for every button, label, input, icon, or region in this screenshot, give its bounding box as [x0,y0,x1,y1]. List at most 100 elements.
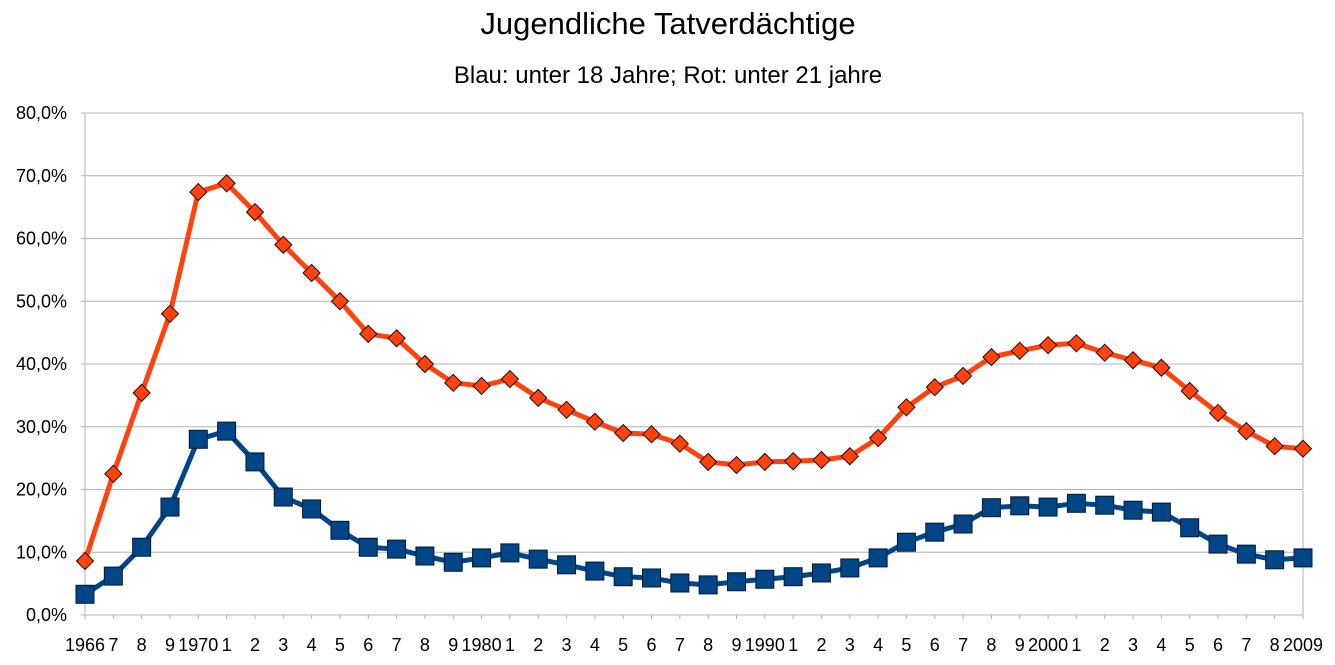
x-tick-label: 9 [448,635,458,655]
data-point [1067,334,1086,353]
data-point [897,398,916,417]
chart-title: Jugendliche Tatverdächtige [480,6,855,41]
y-tick-label: 30,0% [16,417,67,437]
data-point [104,464,123,484]
x-tick-label: 1990 [745,635,785,655]
data-point [670,573,690,593]
x-tick-label: 7 [675,635,685,655]
data-point [1095,495,1115,515]
data-point [925,522,945,542]
data-point [274,235,293,254]
data-point [982,347,1001,367]
data-point [755,452,775,472]
x-tick-label: 5 [618,635,628,655]
x-tick-label: 2 [1100,635,1110,655]
data-point [1038,497,1058,517]
x-tick-label: 9 [731,635,741,655]
data-point [528,549,548,569]
data-point [557,555,577,575]
data-point [1152,358,1171,377]
data-point [698,575,718,595]
data-point [1265,550,1285,570]
data-point [387,539,407,559]
data-point [245,452,265,472]
x-tick-label: 6 [647,635,657,655]
data-point [1095,343,1114,362]
chart-subtitle: Blau: unter 18 Jahre; Rot: unter 21 jahr… [454,62,882,89]
data-point [925,378,944,397]
x-tick-label: 1 [222,635,232,655]
data-point [981,498,1001,518]
data-point [840,447,859,466]
x-tick-label: 2 [250,635,260,655]
x-tick-label: 9 [1015,635,1025,655]
data-point [953,366,973,386]
data-point [1010,341,1029,361]
x-tick-label: 9 [165,635,175,655]
data-point [557,400,576,420]
x-tick-label: 7 [392,635,402,655]
data-point [75,584,95,604]
data-point [443,552,463,572]
data-point [783,567,803,587]
data-point [359,324,378,344]
data-point [642,568,662,588]
data-point [1265,436,1284,456]
data-point [500,543,520,563]
y-tick-label: 20,0% [16,480,67,500]
data-point [726,572,746,592]
plot-area: 0,0% 10,0% 20,0% 30,0% 40,0% 50,0% 60,0% 70,0% 8… [16,103,1323,655]
x-tick-label: 2 [533,635,543,655]
x-tick-label: 3 [562,635,572,655]
data-point [1208,403,1228,423]
x-tick-label: 1 [505,635,515,655]
data-point [529,388,548,408]
data-point [755,569,775,589]
data-point [613,423,633,443]
data-point [472,548,492,568]
x-tick-label: 7 [108,635,118,655]
data-point [1123,500,1143,520]
data-point [75,551,95,571]
x-tick-label: 5 [335,635,345,655]
x-tick-label: 4 [307,635,317,655]
data-point [670,434,690,453]
data-point [132,537,152,557]
x-tick-label: 3 [278,635,288,655]
data-point [330,292,350,311]
x-tick-label: 4 [590,635,600,655]
data-point [1038,335,1058,355]
data-point [302,263,321,283]
data-point [103,566,123,586]
data-point [358,537,378,557]
data-point [273,487,293,507]
data-point [642,425,661,444]
x-tick-label: 7 [958,635,968,655]
data-point [840,558,860,578]
x-tick-label: 1966 [65,635,105,655]
data-point [1236,544,1256,564]
data-point [132,383,151,403]
x-tick-label: 1970 [178,635,218,655]
x-tick-label: 6 [363,635,373,655]
y-tick-label: 60,0% [16,229,67,249]
x-tick-label: 7 [1241,635,1251,655]
y-tick-label: 10,0% [16,542,67,562]
x-axis: 1966 7 8 9 1970 1 2 3 4 5 6 7 8 9 1980 1 2 3 4 5 6 7 8 9 1990 1 2 3… [65,614,1323,655]
x-tick-label: 5 [1185,635,1195,655]
data-point [1066,493,1086,513]
x-tick-label: 2000 [1028,635,1068,655]
y-tick-label: 70,0% [16,166,67,186]
data-point [1180,381,1199,401]
x-tick-label: 8 [137,635,147,655]
data-point [189,182,208,202]
data-point [415,546,435,566]
data-point [1293,439,1313,458]
x-tick-label: 5 [901,635,911,655]
data-point [1151,502,1171,522]
data-point [500,369,520,389]
x-tick-label: 3 [845,635,855,655]
data-point [868,548,888,568]
data-point [868,428,888,448]
